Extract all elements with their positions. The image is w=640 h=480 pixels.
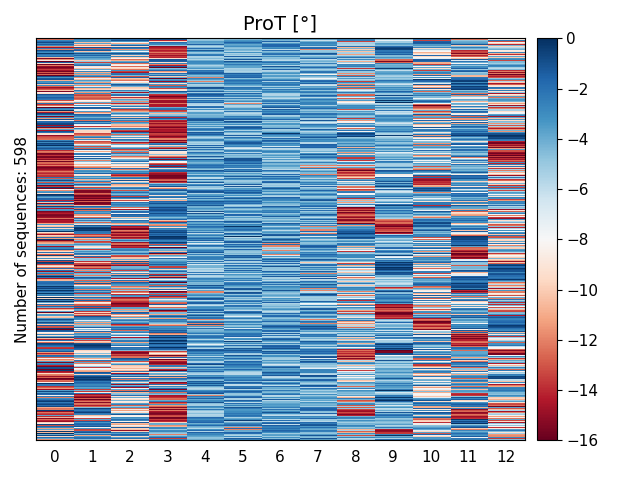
Y-axis label: Number of sequences: 598: Number of sequences: 598 <box>15 136 30 343</box>
Title: ProT [°]: ProT [°] <box>243 15 317 34</box>
